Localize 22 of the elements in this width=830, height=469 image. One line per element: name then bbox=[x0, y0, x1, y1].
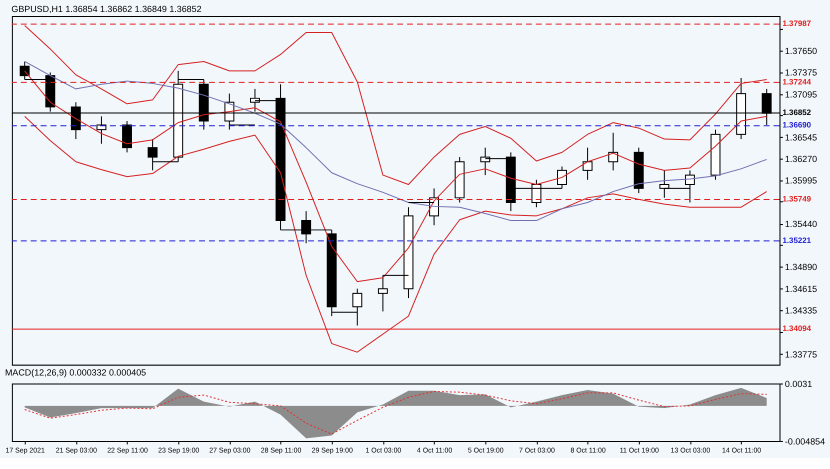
ref-line-label: 1.36852 bbox=[782, 108, 812, 118]
y-tick-label: 1.34615 bbox=[784, 284, 818, 294]
ref-line-label: 1.37244 bbox=[782, 77, 812, 86]
y-tick-label: 1.37375 bbox=[784, 68, 818, 78]
y-tick-label: 0.0031 bbox=[784, 378, 812, 389]
y-tick-label: -0.004854 bbox=[784, 436, 826, 446]
ref-line-label: 1.34094 bbox=[782, 324, 812, 334]
ref-line-label: 1.35749 bbox=[782, 194, 812, 204]
y-tick-label: 1.34335 bbox=[784, 306, 818, 316]
ref-line-label: 1.37987 bbox=[782, 19, 812, 28]
y-tick-label: 1.37650 bbox=[784, 46, 818, 56]
chart-title: GBPUSD,H1 1.36854 1.36862 1.36849 1.36852 bbox=[11, 4, 202, 14]
y-tick-label: 1.34890 bbox=[784, 262, 818, 272]
y-tick-label: 1.37095 bbox=[784, 89, 818, 100]
y-tick-label: 1.33775 bbox=[784, 350, 818, 360]
y-tick-label: 1.36270 bbox=[784, 154, 818, 164]
y-tick-label: 1.35995 bbox=[784, 176, 818, 186]
y-tick-label: 1.36545 bbox=[784, 132, 818, 143]
ref-line-label: 1.35221 bbox=[782, 236, 812, 245]
ref-line-label: 1.36690 bbox=[782, 120, 812, 130]
y-tick-label: 1.35440 bbox=[784, 219, 818, 230]
chart-title: MACD(12,26,9) 0.000332 0.000405 bbox=[5, 368, 146, 378]
